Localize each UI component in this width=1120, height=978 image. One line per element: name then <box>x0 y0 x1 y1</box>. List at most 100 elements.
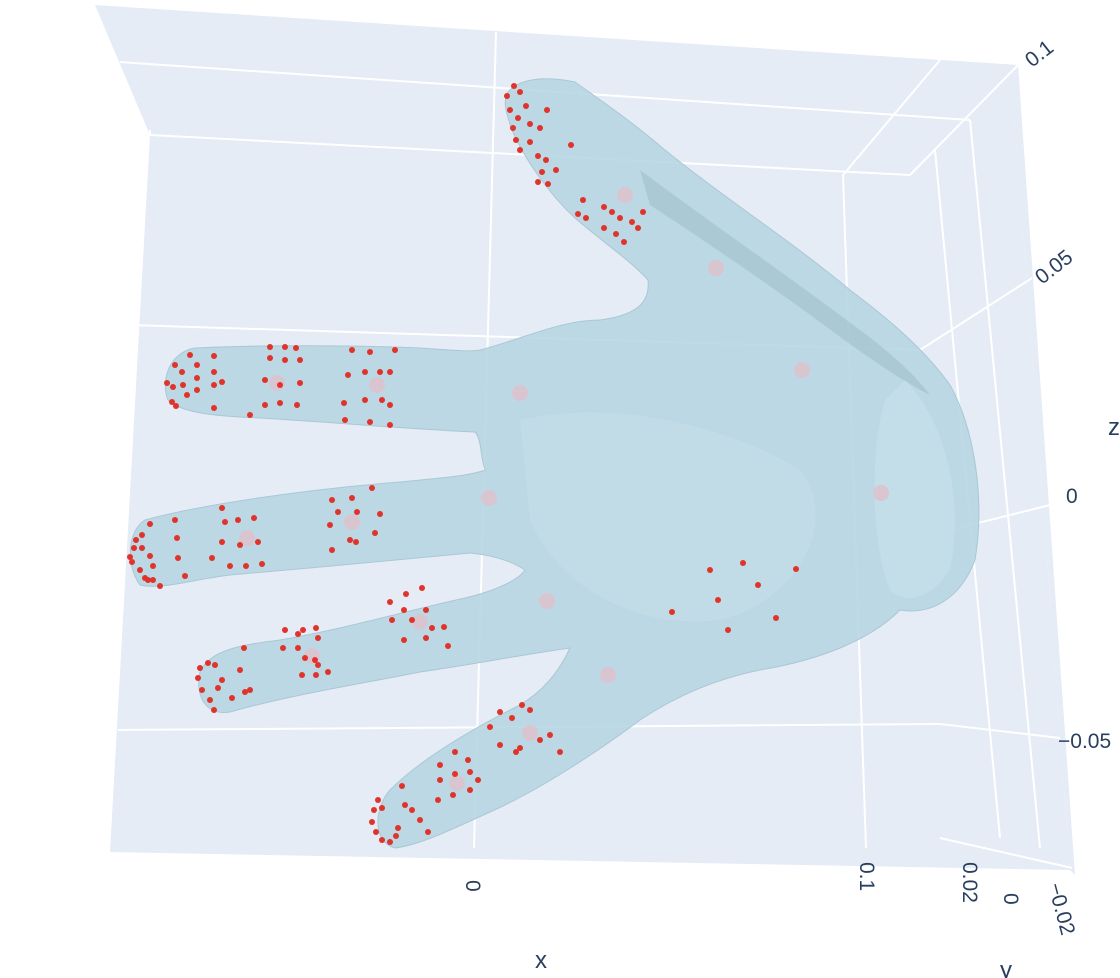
joint-point <box>269 375 285 391</box>
marker-point <box>369 485 375 491</box>
marker-point <box>129 559 135 565</box>
x-tick-label: 0.1 <box>855 862 878 891</box>
marker-point <box>387 369 393 375</box>
marker-point <box>247 412 253 418</box>
joint-point <box>600 667 616 683</box>
y-axis-ticks: 0.02 0 −0.02 y <box>958 862 1079 978</box>
joint-point <box>239 530 255 546</box>
marker-point <box>601 204 607 210</box>
marker-point <box>617 215 623 221</box>
marker-point <box>277 382 283 388</box>
marker-point <box>387 402 393 408</box>
marker-point <box>294 402 300 408</box>
marker-point <box>259 561 265 567</box>
marker-point <box>212 662 218 668</box>
joint-point <box>522 725 538 741</box>
marker-point <box>773 615 779 621</box>
marker-point <box>507 107 513 113</box>
hand-shading-wrist <box>874 380 955 599</box>
marker-point <box>399 783 405 789</box>
marker-point <box>441 624 447 630</box>
marker-point <box>568 142 574 148</box>
marker-point <box>435 797 441 803</box>
marker-point <box>369 819 375 825</box>
marker-point <box>557 749 563 755</box>
marker-point <box>175 555 181 561</box>
marker-point <box>389 617 395 623</box>
marker-point <box>393 833 399 839</box>
marker-point <box>635 225 641 231</box>
marker-point <box>335 509 341 515</box>
marker-point <box>267 344 273 350</box>
y-tick-label: 0.02 <box>958 862 981 903</box>
marker-point <box>180 382 186 388</box>
marker-point <box>601 225 607 231</box>
marker-point <box>282 357 288 363</box>
marker-point <box>527 121 533 127</box>
marker-point <box>375 797 381 803</box>
marker-point <box>547 732 553 738</box>
x-axis-title: x <box>535 947 547 974</box>
y-tick-label: −0.02 <box>1043 880 1079 937</box>
marker-point <box>349 495 355 501</box>
z-tick-label: 0.1 <box>1021 36 1058 72</box>
marker-point <box>150 563 156 569</box>
marker-point <box>315 635 321 641</box>
marker-point <box>423 635 429 641</box>
marker-point <box>445 643 451 649</box>
marker-point <box>379 805 385 811</box>
marker-point <box>425 829 431 835</box>
marker-point <box>237 667 243 673</box>
marker-point <box>575 211 581 217</box>
marker-point <box>452 771 458 777</box>
marker-point <box>419 585 425 591</box>
marker-point <box>179 369 185 375</box>
marker-point <box>755 582 761 588</box>
marker-point <box>157 583 163 589</box>
marker-point <box>725 627 731 633</box>
marker-point <box>583 215 589 221</box>
marker-point <box>354 509 360 515</box>
marker-point <box>362 397 368 403</box>
marker-point <box>194 387 200 393</box>
joint-point <box>617 187 633 203</box>
marker-point <box>379 837 385 843</box>
marker-point <box>131 545 137 551</box>
marker-point <box>237 542 243 548</box>
marker-point <box>535 179 541 185</box>
marker-point <box>297 380 303 386</box>
marker-point <box>379 397 385 403</box>
joint-point <box>539 593 555 609</box>
marker-point <box>613 231 619 237</box>
marker-point <box>669 609 675 615</box>
marker-point <box>527 707 533 713</box>
marker-point <box>147 553 153 559</box>
marker-point <box>329 497 335 503</box>
marker-point <box>402 802 408 808</box>
marker-point <box>211 405 217 411</box>
marker-point <box>367 419 373 425</box>
marker-point <box>327 522 333 528</box>
marker-point <box>262 402 268 408</box>
marker-point <box>229 695 235 701</box>
marker-point <box>452 749 458 755</box>
marker-point <box>629 219 635 225</box>
marker-point <box>133 537 139 543</box>
marker-point <box>517 89 523 95</box>
joint-point <box>481 490 497 506</box>
marker-point <box>282 627 288 633</box>
joint-point <box>369 377 385 393</box>
marker-point <box>523 103 529 109</box>
marker-point <box>297 357 303 363</box>
marker-point <box>137 567 143 573</box>
joint-point <box>794 362 810 378</box>
marker-point <box>172 362 178 368</box>
joint-markers <box>239 187 889 791</box>
marker-point <box>242 689 248 695</box>
marker-point <box>174 535 180 541</box>
scene-top-wall <box>95 5 1018 135</box>
marker-point <box>247 687 253 693</box>
joint-point <box>708 260 724 276</box>
marker-point <box>497 709 503 715</box>
